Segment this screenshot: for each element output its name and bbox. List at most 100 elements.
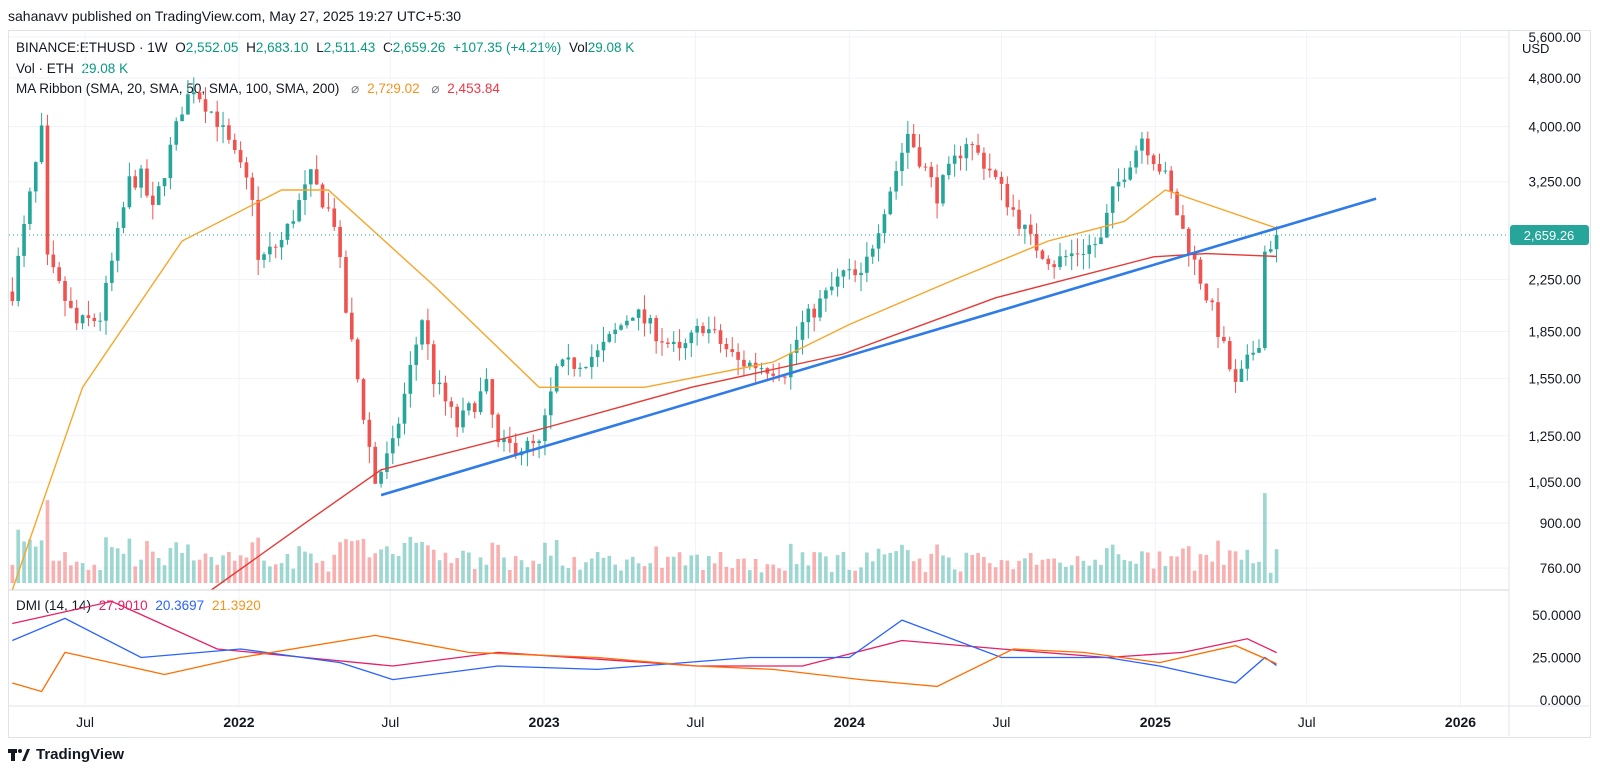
candle-body	[156, 186, 161, 205]
candle-body	[121, 207, 126, 228]
volume-bar	[1134, 563, 1138, 583]
vol-value: 29.08 K	[587, 40, 635, 55]
candle-body	[180, 114, 184, 122]
candle-body	[332, 208, 337, 227]
volume-bar	[906, 550, 910, 583]
candle-body	[414, 344, 419, 365]
volume-bar	[250, 542, 255, 583]
indicator-lines	[11, 189, 1377, 591]
volume-bar	[666, 556, 670, 583]
time-tick-label: Jul	[687, 714, 705, 730]
footer-brand[interactable]: TradingView	[8, 746, 124, 763]
volume-bar	[74, 561, 79, 583]
volume-bar	[402, 542, 407, 583]
candle-body	[69, 300, 73, 308]
volume-bar	[1058, 562, 1062, 583]
volume-bar	[987, 563, 992, 583]
price-tick-label: 1,550.00	[1528, 372, 1581, 387]
volume-bar	[197, 559, 202, 583]
volume-bar	[256, 537, 260, 583]
volume-bar	[86, 569, 91, 583]
candle-body	[1064, 256, 1068, 258]
adx-line[interactable]	[12, 634, 1277, 693]
candle-body	[191, 92, 196, 95]
currency-label[interactable]: USD	[1522, 41, 1549, 56]
candle-body	[203, 99, 208, 112]
candle-body	[853, 269, 857, 276]
axes: USD 5,600.00 4,800.00 4,000.00 3,250.00 2,25…	[9, 30, 1589, 736]
candle-body	[1128, 167, 1133, 180]
dmi-plus-line[interactable]	[12, 600, 1277, 667]
volume-bar	[543, 542, 547, 583]
candle-body	[835, 276, 840, 287]
price-tick-label: 4,800.00	[1528, 71, 1581, 86]
volume-bar	[320, 560, 325, 583]
volume-bar	[654, 546, 658, 583]
trendline[interactable]	[380, 197, 1377, 497]
volume-bar	[420, 541, 424, 583]
volume-bar	[162, 565, 167, 583]
candle-body	[139, 168, 143, 188]
candle-body	[894, 171, 898, 192]
symbol-label[interactable]: BINANCE:ETHUSD · 1W	[16, 40, 168, 55]
volume-bar	[993, 567, 998, 583]
volume-bar	[853, 570, 857, 583]
publisher-line: sahanavv published on TradingView.com, M…	[8, 8, 462, 24]
dmi-minus-line[interactable]	[12, 617, 1277, 684]
volume-bar	[1192, 570, 1197, 583]
candle-body	[630, 317, 635, 321]
candle-body	[338, 226, 342, 258]
volume-label[interactable]: Vol · ETH	[16, 61, 74, 76]
volume-bar	[80, 563, 85, 583]
volume-bar	[1069, 565, 1074, 583]
volume-bar	[110, 547, 114, 583]
candle-body	[437, 382, 442, 385]
ma50-line[interactable]	[11, 189, 1277, 591]
volume-bar	[771, 564, 776, 583]
volume-bar	[689, 555, 694, 583]
candle-body	[982, 152, 986, 169]
candle-body	[162, 178, 167, 187]
volume-bar	[385, 546, 389, 583]
candle-body	[150, 195, 155, 205]
close-value: 2,659.26	[392, 40, 446, 55]
volume-bar	[1105, 548, 1109, 583]
volume-bar	[174, 542, 179, 583]
volume-bar	[595, 552, 600, 583]
candle-body	[285, 223, 290, 240]
volume-bar	[1245, 549, 1250, 583]
candle-body	[461, 410, 465, 428]
ma200-line[interactable]	[210, 252, 1277, 591]
volume-bar	[472, 568, 477, 583]
candle-body	[1163, 170, 1168, 172]
candle-body	[449, 401, 454, 407]
candle-body	[900, 152, 904, 172]
candle-body	[57, 267, 61, 281]
dmi-pane	[12, 600, 1277, 693]
candle-body	[888, 191, 893, 215]
volume-bar	[958, 571, 963, 583]
volume-bar	[964, 552, 969, 583]
candle-body	[104, 282, 108, 321]
volume-bar	[309, 553, 313, 583]
volume-bar	[589, 558, 594, 583]
candle-body	[496, 414, 500, 443]
candle-body	[1069, 253, 1074, 257]
footer-brand-label: TradingView	[36, 746, 125, 763]
candle-body	[262, 254, 266, 260]
ma-ribbon-label[interactable]: MA Ribbon (SMA, 20, SMA, 50, SMA, 100, S…	[16, 81, 340, 96]
candle-body	[566, 357, 571, 360]
volume-bar	[724, 566, 729, 583]
candle-body	[490, 379, 495, 415]
candle-body	[1216, 302, 1220, 337]
time-tick-label: Jul	[76, 714, 94, 730]
candle-body	[724, 343, 729, 350]
candle-body	[537, 441, 541, 444]
candle-body	[1274, 235, 1279, 250]
candle-body	[554, 366, 559, 392]
candle-body	[1052, 264, 1056, 268]
candle-body	[390, 438, 395, 454]
dmi-label[interactable]: DMI (14, 14)	[16, 598, 92, 613]
candle-body	[1222, 336, 1226, 342]
